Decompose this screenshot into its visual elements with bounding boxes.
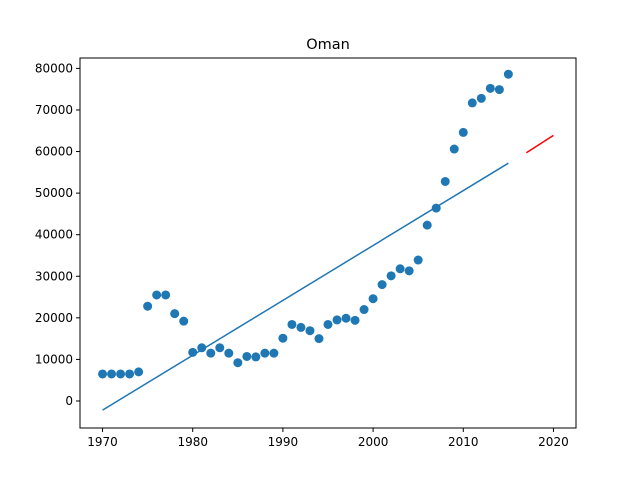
data-point xyxy=(125,369,135,379)
data-point xyxy=(242,351,252,361)
x-tick-label: 1980 xyxy=(177,435,208,449)
data-point xyxy=(161,290,171,300)
data-point xyxy=(458,127,468,137)
data-point xyxy=(377,280,387,290)
y-axis: 0 10000 20000 30000 40000 50000 60000 70000 8000… xyxy=(35,61,80,408)
plot-area xyxy=(98,69,554,411)
data-point xyxy=(332,315,342,325)
data-point xyxy=(422,220,432,230)
data-point xyxy=(386,271,396,281)
y-tick-label: 10000 xyxy=(35,352,73,366)
y-tick-label: 60000 xyxy=(35,145,73,159)
data-point xyxy=(107,369,117,379)
data-point xyxy=(296,322,306,332)
trend-line-2 xyxy=(525,134,554,154)
data-point xyxy=(413,255,423,265)
data-point xyxy=(476,93,486,103)
data-point xyxy=(314,334,324,344)
data-point xyxy=(350,315,360,325)
data-point xyxy=(278,333,288,343)
data-point xyxy=(269,348,279,358)
data-point xyxy=(260,348,270,358)
x-tick-label: 2010 xyxy=(448,435,479,449)
data-point xyxy=(287,319,297,329)
axes-frame xyxy=(79,57,577,429)
y-tick-label: 40000 xyxy=(35,228,73,242)
data-point xyxy=(323,319,333,329)
y-tick-label: 70000 xyxy=(35,103,73,117)
chart-title: Oman xyxy=(306,37,350,53)
data-point xyxy=(134,367,144,377)
trend-line-1 xyxy=(102,162,509,411)
data-point xyxy=(449,144,459,154)
x-axis: 1970 1980 1990 2000 2010 2020 xyxy=(87,428,569,449)
data-point xyxy=(341,313,351,323)
x-tick-label: 2020 xyxy=(538,435,569,449)
data-point xyxy=(503,69,513,79)
data-point xyxy=(233,358,243,368)
data-point xyxy=(152,290,162,300)
data-point xyxy=(467,98,477,108)
data-point xyxy=(206,348,216,358)
data-point xyxy=(215,343,225,353)
data-point xyxy=(305,326,315,336)
x-tick-label: 1990 xyxy=(268,435,299,449)
data-point xyxy=(170,309,180,319)
x-tick-label: 1970 xyxy=(87,435,118,449)
data-point xyxy=(197,343,207,353)
data-point xyxy=(359,305,369,315)
y-tick-label: 0 xyxy=(65,394,73,408)
data-point xyxy=(440,176,450,186)
data-point xyxy=(404,266,414,276)
data-point xyxy=(98,369,108,379)
data-point xyxy=(494,85,504,95)
x-tick-label: 2000 xyxy=(358,435,389,449)
y-tick-label: 80000 xyxy=(35,61,73,75)
data-point xyxy=(251,352,261,362)
data-point xyxy=(224,348,234,358)
data-point xyxy=(116,369,126,379)
data-point xyxy=(179,316,189,326)
y-tick-label: 50000 xyxy=(35,186,73,200)
data-point xyxy=(395,264,405,274)
y-tick-label: 20000 xyxy=(35,311,73,325)
data-point xyxy=(368,294,378,304)
data-point xyxy=(143,301,153,311)
data-point xyxy=(485,83,495,93)
y-tick-label: 30000 xyxy=(35,269,73,283)
